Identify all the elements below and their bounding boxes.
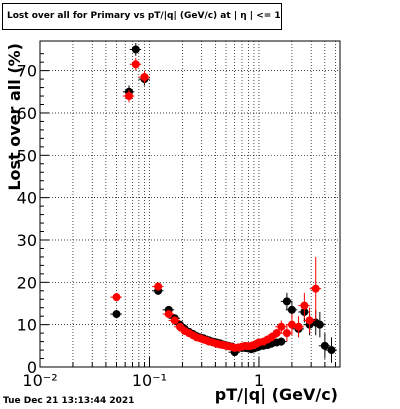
x-tick-label: 1 xyxy=(254,371,264,390)
axis-tick-labels: 0 10 20 30 40 50 60 70 10⁻² 10⁻¹ 1 xyxy=(17,62,264,390)
data-point xyxy=(131,45,140,54)
axis-ticks xyxy=(39,53,336,368)
data-point xyxy=(272,329,281,338)
data-point xyxy=(282,297,291,306)
data-point xyxy=(277,337,286,346)
data-series xyxy=(110,43,337,363)
y-axis-title: Lost over all (%) xyxy=(5,43,24,191)
series-1 xyxy=(110,57,322,352)
data-point xyxy=(287,305,296,314)
y-tick-label: 30 xyxy=(17,231,37,250)
x-axis-title: pT/|q| (GeV/c) xyxy=(215,385,338,405)
y-tick-label: 70 xyxy=(17,62,37,81)
timestamp: Tue Dec 21 13:13:44 2021 xyxy=(3,396,135,406)
data-point xyxy=(315,320,324,329)
y-tick-label: 50 xyxy=(17,146,37,165)
data-point xyxy=(320,341,329,350)
data-point xyxy=(154,282,163,291)
data-point xyxy=(112,293,121,302)
data-point xyxy=(327,346,336,355)
x-tick-label: 10⁻¹ xyxy=(132,371,167,390)
y-tick-label: 20 xyxy=(17,273,37,292)
x-tick-label: 10⁻² xyxy=(22,371,57,390)
data-point xyxy=(300,301,309,310)
data-point xyxy=(282,329,291,338)
y-tick-label: 10 xyxy=(17,316,37,335)
data-point xyxy=(164,310,173,319)
grid-lines xyxy=(40,41,340,367)
chart-title: Lost over all for Primary vs pT/|q| (GeV… xyxy=(2,3,282,30)
data-point xyxy=(311,284,320,293)
data-point xyxy=(140,72,149,81)
plot-frame xyxy=(39,40,341,368)
data-point xyxy=(124,92,133,101)
data-point xyxy=(294,322,303,331)
y-tick-label: 0 xyxy=(27,358,37,377)
data-point xyxy=(112,310,121,319)
data-point xyxy=(170,316,179,325)
data-point xyxy=(277,322,286,331)
y-tick-label: 40 xyxy=(17,189,37,208)
data-point xyxy=(305,316,314,325)
y-tick-label: 60 xyxy=(17,104,37,123)
data-point xyxy=(131,60,140,69)
